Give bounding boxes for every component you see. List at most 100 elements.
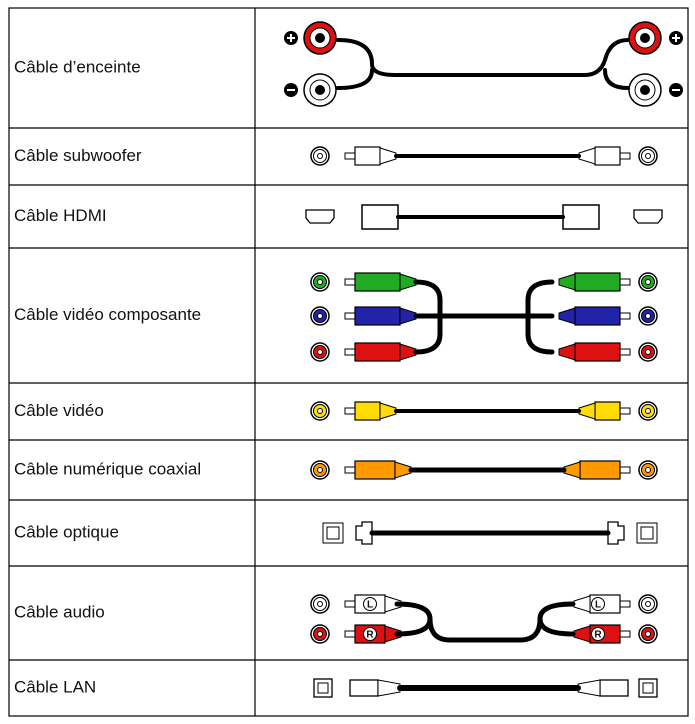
plug-tip: [344, 466, 356, 474]
row-label: Câble HDMI: [14, 206, 107, 225]
lan-plug: [599, 679, 629, 697]
terminal-core: [315, 33, 325, 43]
plug-tail: [399, 307, 417, 325]
plug-body: [354, 146, 381, 166]
optical-port: [636, 522, 658, 544]
jack-pin: [317, 601, 323, 607]
optical-port-inner: [326, 526, 340, 540]
row-label: Câble LAN: [14, 677, 96, 696]
plug-tip: [619, 407, 631, 415]
row-label: Câble d’enceinte: [14, 57, 141, 76]
lan-port: [638, 678, 658, 698]
hdmi-plug: [361, 204, 399, 230]
jack-pin: [317, 313, 323, 319]
terminal-core: [640, 33, 650, 43]
cable: [394, 601, 433, 637]
plug-tip: [344, 278, 356, 286]
lan-port-inner: [642, 682, 654, 694]
jack-pin: [645, 601, 651, 607]
table-border: [8, 7, 689, 717]
cable: [537, 601, 576, 637]
plug-tail: [558, 343, 576, 361]
plug-tail: [578, 402, 596, 420]
hdmi-port: [305, 209, 335, 224]
jack-pin: [645, 631, 651, 637]
plug-tip: [344, 312, 356, 320]
channel-marker: L: [367, 600, 373, 611]
jack-pin: [317, 153, 323, 159]
optical-plug: [607, 521, 625, 545]
plug-tip: [344, 348, 356, 356]
channel-marker: L: [595, 600, 601, 611]
plug-tail: [399, 273, 417, 291]
plug-tip: [619, 312, 631, 320]
plug-body: [354, 306, 401, 326]
plug-tip: [344, 407, 356, 415]
plug-tip: [344, 600, 356, 608]
plug-body: [594, 146, 621, 166]
lan-boot: [377, 679, 401, 697]
plug-body: [354, 460, 396, 480]
cable: [336, 68, 374, 90]
plug-tail: [563, 461, 581, 479]
plug-tip: [619, 152, 631, 160]
plug-tail: [573, 625, 591, 643]
plug-tail: [558, 307, 576, 325]
jack-pin: [645, 467, 651, 473]
plug-body: [579, 460, 621, 480]
jack-pin: [645, 313, 651, 319]
lan-port: [313, 678, 333, 698]
plug-tip: [619, 466, 631, 474]
jack-pin: [317, 408, 323, 414]
plug-tail: [394, 461, 412, 479]
row-label: Câble optique: [14, 522, 119, 541]
cable: [603, 68, 630, 90]
jack-pin: [645, 349, 651, 355]
plug-body: [354, 342, 401, 362]
channel-badge: [363, 627, 377, 641]
plug-body: [574, 342, 621, 362]
plug-tail: [573, 595, 591, 613]
plug-tip: [344, 630, 356, 638]
optical-port: [322, 522, 344, 544]
jack-pin: [317, 467, 323, 473]
jack-pin: [645, 153, 651, 159]
hdmi-port: [633, 209, 663, 224]
plug-body: [594, 401, 621, 421]
cable: [427, 616, 543, 643]
plug-tail: [578, 147, 596, 165]
jack-pin: [645, 408, 651, 414]
plug-tip: [344, 152, 356, 160]
plug-body: [354, 272, 401, 292]
lan-boot: [577, 679, 601, 697]
row-label: Câble numérique coaxial: [14, 459, 201, 478]
plug-body: [574, 272, 621, 292]
row-label: Câble vidéo composante: [14, 305, 201, 324]
plug-tail: [399, 343, 417, 361]
channel-badge: [591, 627, 605, 641]
lan-plug: [349, 679, 379, 697]
optical-plug: [355, 521, 373, 545]
jack-pin: [317, 631, 323, 637]
jack-pin: [317, 349, 323, 355]
lan-port-inner: [317, 682, 329, 694]
row-label: Câble vidéo: [14, 401, 104, 420]
plug-tail: [379, 147, 397, 165]
optical-port-inner: [640, 526, 654, 540]
channel-badge: [591, 597, 605, 611]
jack-pin: [317, 279, 323, 285]
channel-marker: R: [366, 630, 374, 641]
plug-tail: [384, 595, 402, 613]
plug-body: [354, 401, 381, 421]
cable: [336, 38, 630, 77]
plug-tip: [619, 348, 631, 356]
hdmi-plug: [562, 204, 600, 230]
row-label: Câble subwoofer: [14, 146, 142, 165]
plug-tail: [384, 625, 402, 643]
plug-body: [574, 306, 621, 326]
channel-marker: R: [594, 630, 602, 641]
terminal-core: [315, 85, 325, 95]
plug-tip: [619, 630, 631, 638]
